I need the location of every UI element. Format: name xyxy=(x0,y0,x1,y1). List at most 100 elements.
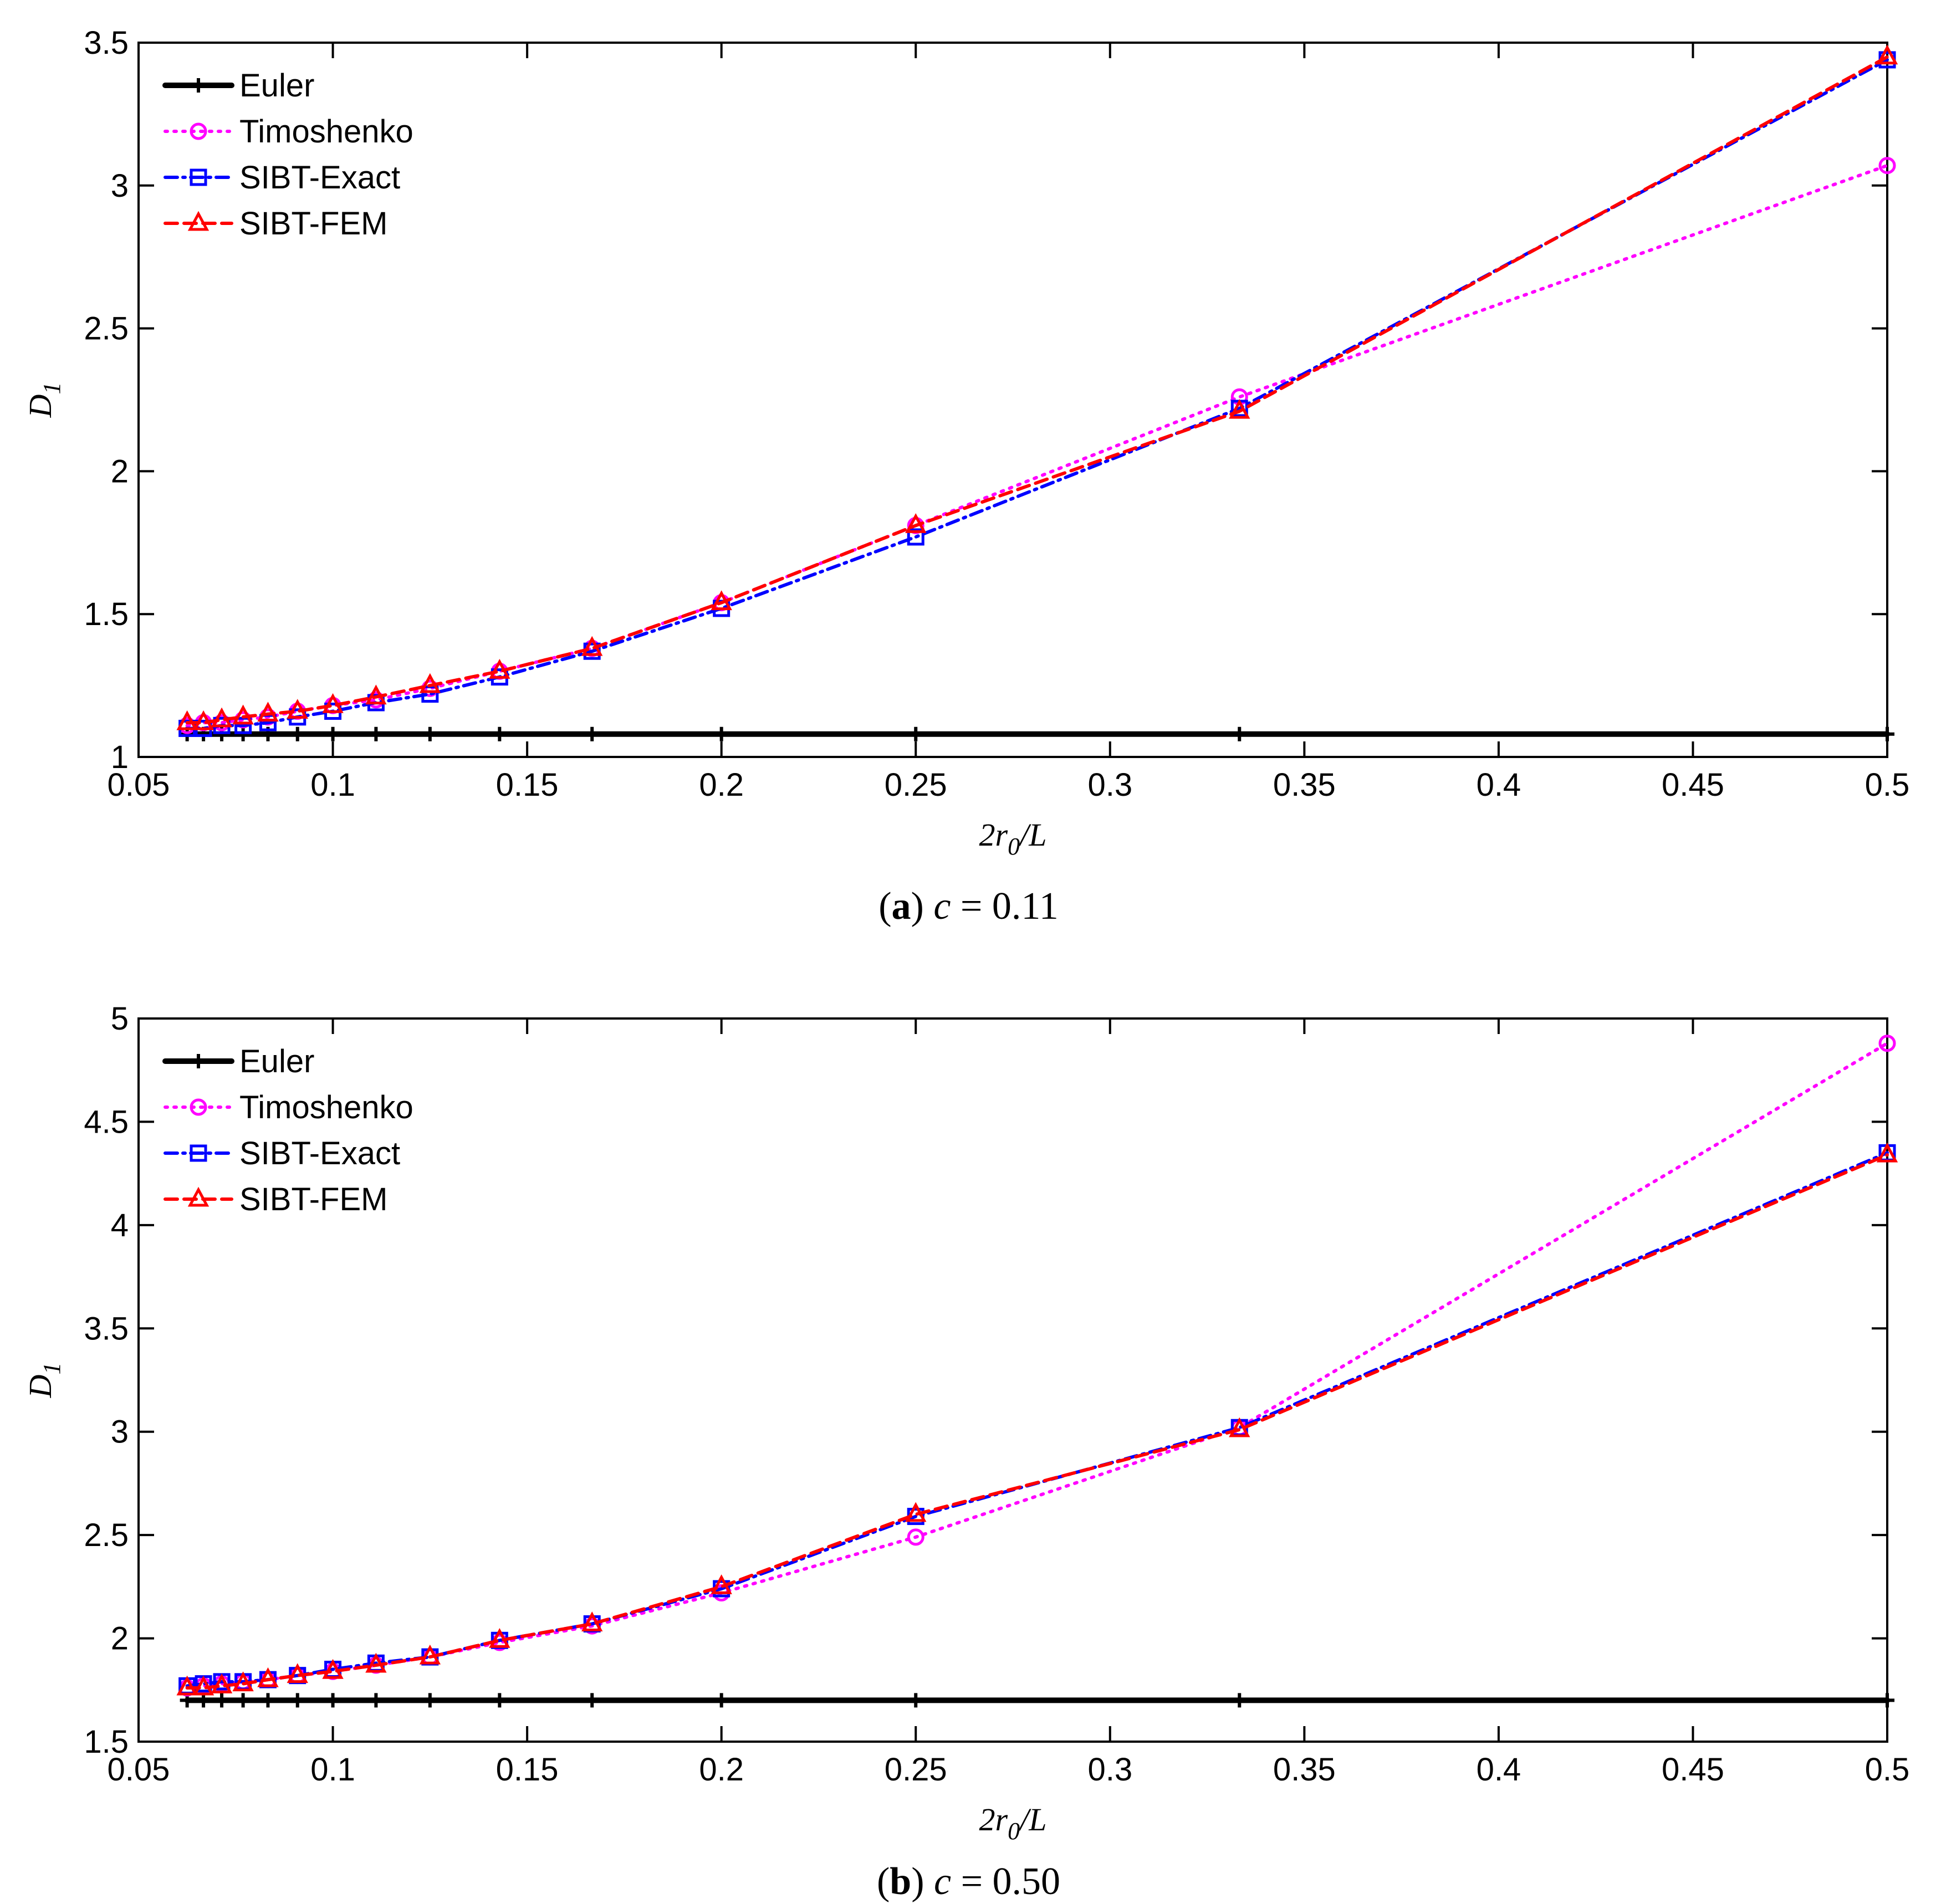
legend-label: SIBT-FEM xyxy=(239,206,387,242)
data-point xyxy=(236,1693,251,1708)
data-point xyxy=(365,684,387,705)
data-point xyxy=(907,528,924,546)
plot-area xyxy=(137,1017,1888,1743)
x-tick-label: 0.15 xyxy=(496,767,559,803)
data-point xyxy=(419,1644,441,1665)
data-point xyxy=(585,726,600,741)
y-tick-label: 4 xyxy=(111,1207,129,1243)
legend-label: Euler xyxy=(239,68,314,104)
legend-marker xyxy=(190,122,207,140)
data-point xyxy=(322,1659,344,1679)
y-tick-label: 1.5 xyxy=(84,596,129,632)
x-tick-label: 0.2 xyxy=(699,1752,744,1788)
data-point xyxy=(176,1675,198,1696)
data-point xyxy=(908,726,923,741)
data-point xyxy=(369,1693,384,1708)
legend-marker xyxy=(191,1054,206,1068)
data-point xyxy=(1229,1417,1250,1437)
data-point xyxy=(290,726,305,741)
chart-panel-a: 0.05 0.1 0.15 0.2 0.25 0.3 0.35 0.4 0.45 0.5 1 1.5 2… xyxy=(22,25,1909,928)
x-tick-label: 0.45 xyxy=(1662,767,1724,803)
legend-marker xyxy=(190,1098,207,1116)
y-tick-label: 2 xyxy=(111,1621,129,1657)
x-tick-label: 0.35 xyxy=(1273,767,1336,803)
data-point xyxy=(1232,726,1247,741)
data-point xyxy=(322,693,344,713)
y-tick-label: 3.5 xyxy=(84,1311,129,1347)
data-point xyxy=(290,1693,305,1708)
data-point xyxy=(211,707,233,728)
x-tick-label: 0.25 xyxy=(885,767,947,803)
data-point xyxy=(257,1667,279,1687)
data-point xyxy=(419,673,441,693)
x-tick-label: 0.1 xyxy=(310,767,355,803)
series-euler xyxy=(180,1693,1894,1708)
data-point xyxy=(192,710,214,730)
legend-label: Euler xyxy=(239,1043,314,1079)
data-point xyxy=(492,726,507,741)
data-point xyxy=(1878,157,1896,175)
figure-caption: (a) c = 0.11 xyxy=(878,885,1059,928)
data-point xyxy=(1232,1693,1247,1708)
legend-marker xyxy=(191,78,206,93)
data-point xyxy=(907,1528,924,1546)
data-point xyxy=(1880,726,1894,741)
legend-label: SIBT-Exact xyxy=(239,160,400,196)
data-point xyxy=(711,590,732,611)
data-point xyxy=(1229,398,1250,419)
y-tick-label: 1.5 xyxy=(84,1724,129,1760)
data-point xyxy=(422,726,437,741)
legend-marker xyxy=(187,211,210,231)
y-axis-label: D1 xyxy=(22,382,65,418)
legend: Euler Timoshenko SIBT-Exact SIBT-FEM xyxy=(162,1043,413,1217)
x-tick-label: 0.05 xyxy=(108,767,170,803)
x-tick-label: 0.3 xyxy=(1087,1752,1132,1788)
data-point xyxy=(908,1693,923,1708)
y-tick-label: 4.5 xyxy=(84,1104,129,1140)
x-tick-label: 0.45 xyxy=(1662,1752,1724,1788)
data-point xyxy=(1880,1693,1894,1708)
data-point xyxy=(365,1652,387,1673)
data-point xyxy=(581,636,603,656)
series-sibt-fem xyxy=(176,44,1898,730)
data-point xyxy=(196,1693,211,1708)
legend-marker xyxy=(187,1186,210,1207)
data-point xyxy=(287,1663,308,1683)
data-point xyxy=(257,702,279,722)
data-point xyxy=(232,1671,254,1692)
x-tick-label: 0.5 xyxy=(1865,767,1910,803)
data-point xyxy=(1876,44,1898,65)
series-line-sibt-fem xyxy=(185,55,1889,725)
data-point xyxy=(711,1574,732,1594)
data-point xyxy=(714,1693,729,1708)
y-tick-label: 1 xyxy=(111,739,129,775)
y-tick-label: 2.5 xyxy=(84,311,129,347)
x-tick-label: 0.4 xyxy=(1477,1752,1521,1788)
y-axis-label: D1 xyxy=(22,1363,65,1399)
x-tick-label: 0.1 xyxy=(310,1752,355,1788)
y-tick-label: 3 xyxy=(111,1414,129,1450)
data-point xyxy=(581,1611,603,1631)
x-axis-label: 2r0/L xyxy=(979,817,1047,860)
y-tick-label: 5 xyxy=(111,1001,129,1037)
data-point xyxy=(492,1693,507,1708)
data-point xyxy=(176,710,198,730)
y-tick-label: 3 xyxy=(111,168,129,204)
plot-area xyxy=(137,42,1888,758)
data-point xyxy=(260,1693,275,1708)
data-point xyxy=(325,726,340,741)
data-point xyxy=(714,726,729,741)
y-tick-label: 2 xyxy=(111,453,129,489)
data-point xyxy=(369,726,384,741)
x-tick-label: 0.25 xyxy=(885,1752,947,1788)
x-tick-label: 0.3 xyxy=(1087,767,1132,803)
legend-label: SIBT-FEM xyxy=(239,1181,387,1217)
legend-marker xyxy=(190,1144,207,1162)
legend-label: SIBT-Exact xyxy=(239,1135,400,1171)
series-line-sibt-fem xyxy=(185,1153,1889,1690)
data-point xyxy=(232,704,254,725)
x-tick-label: 0.05 xyxy=(108,1752,170,1788)
legend-marker xyxy=(190,168,207,186)
y-tick-label: 3.5 xyxy=(84,25,129,61)
